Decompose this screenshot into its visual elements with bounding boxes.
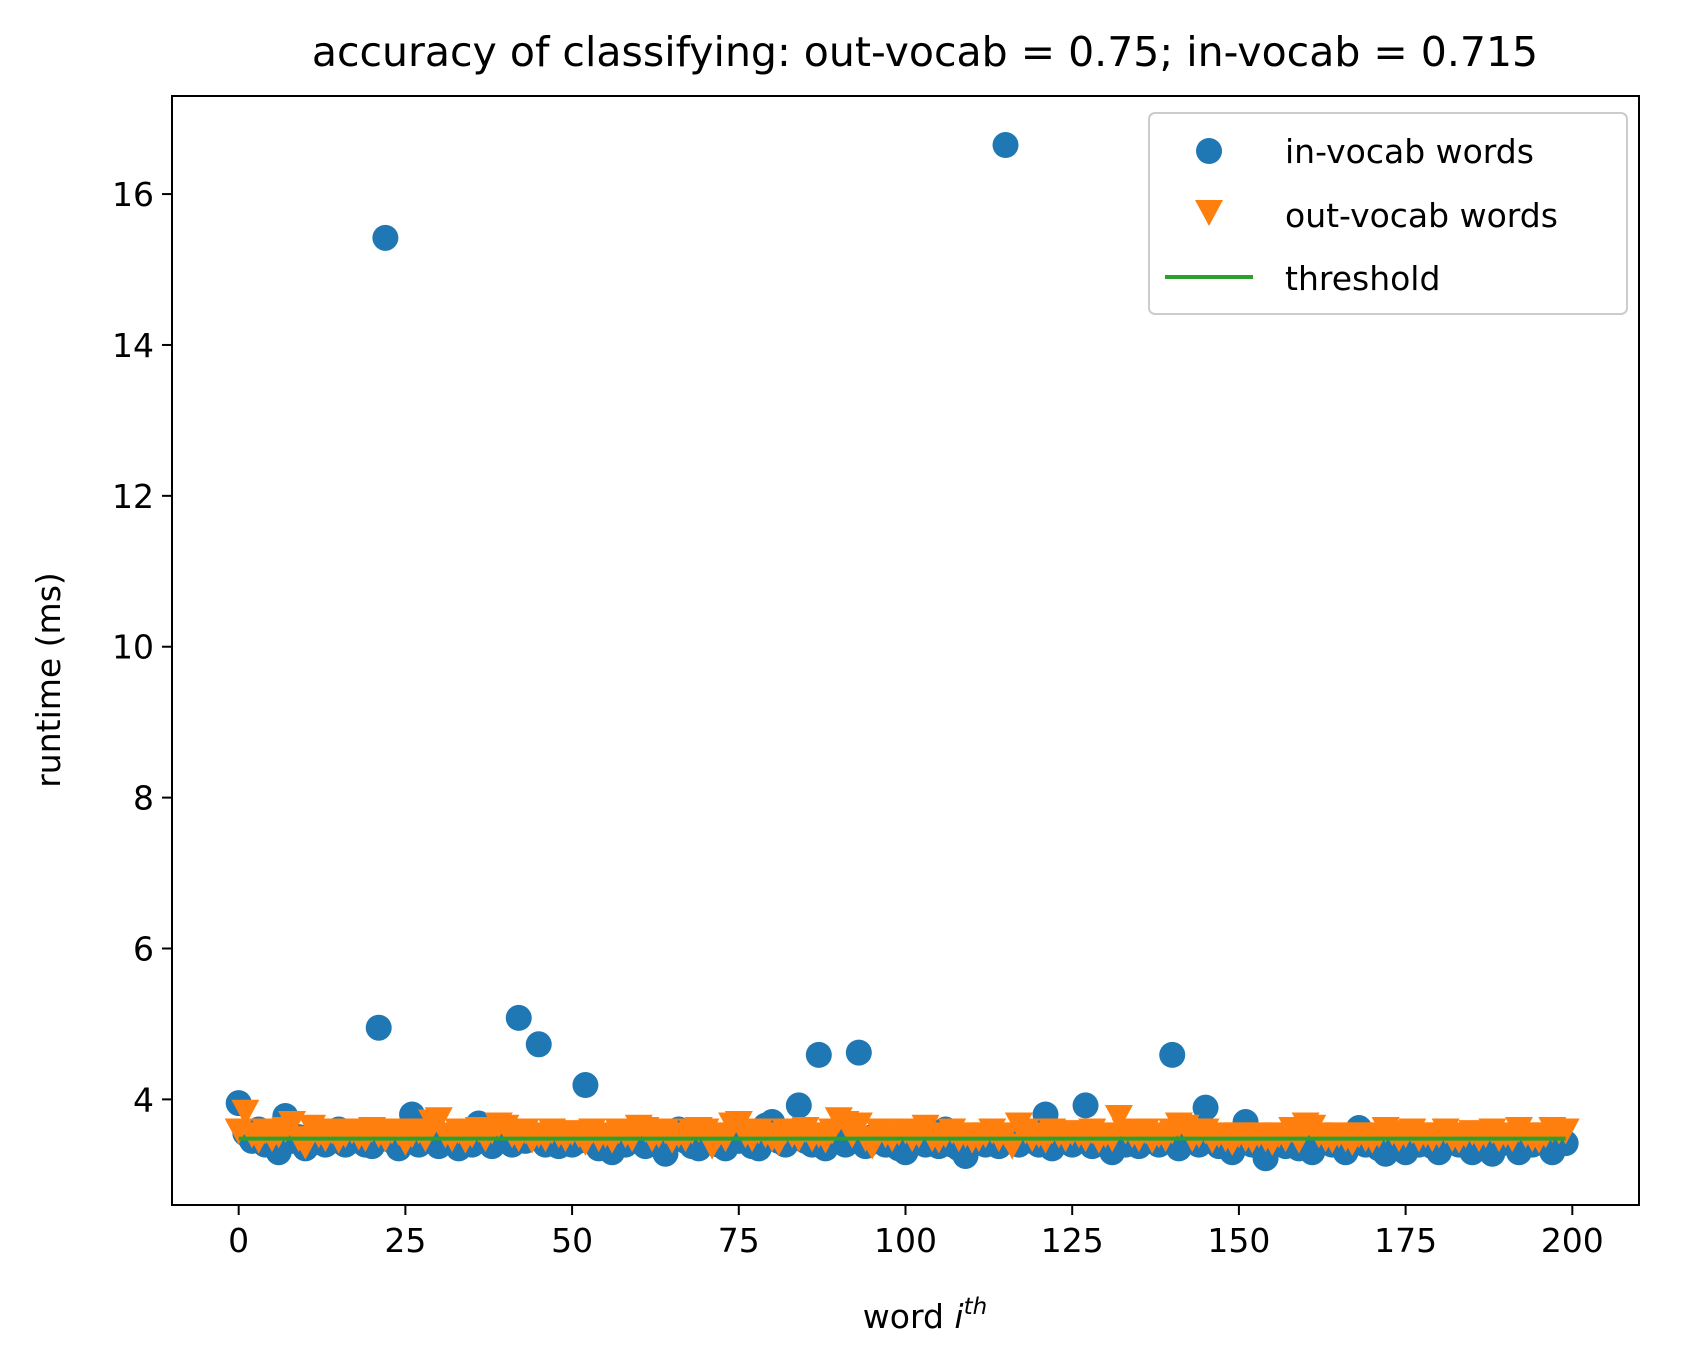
in-vocab-point bbox=[365, 1014, 392, 1041]
y-tick-label: 16 bbox=[112, 175, 154, 214]
out-vocab-point bbox=[1551, 1118, 1580, 1145]
in-vocab-point bbox=[992, 132, 1019, 159]
in-vocab-point bbox=[505, 1004, 532, 1031]
in-vocab-point bbox=[525, 1031, 552, 1058]
x-axis-label-var: i bbox=[954, 1297, 963, 1336]
x-tick-label: 25 bbox=[384, 1221, 426, 1260]
chart-title: accuracy of classifying: out-vocab = 0.7… bbox=[312, 28, 1538, 76]
x-axis: 0 25 50 75 100 125 150 175 200 bbox=[228, 1205, 1604, 1260]
legend-marker-out-vocab bbox=[1195, 200, 1223, 226]
x-tick-label: 100 bbox=[874, 1221, 937, 1260]
in-vocab-point bbox=[805, 1041, 832, 1068]
legend-label-threshold: threshold bbox=[1285, 259, 1440, 298]
x-tick-label: 175 bbox=[1374, 1221, 1437, 1260]
y-tick-label: 8 bbox=[133, 779, 154, 818]
out-vocab-point bbox=[1104, 1104, 1133, 1131]
x-axis-label-sup: th bbox=[964, 1294, 988, 1320]
x-tick-label: 50 bbox=[551, 1221, 593, 1260]
x-axis-label-prefix: word bbox=[863, 1297, 955, 1336]
y-axis-label: runtime (ms) bbox=[29, 572, 68, 788]
out-vocab-point bbox=[231, 1099, 260, 1126]
in-vocab-point bbox=[1072, 1092, 1099, 1119]
y-tick-label: 4 bbox=[133, 1080, 154, 1119]
y-tick-label: 12 bbox=[112, 477, 154, 516]
x-tick-label: 200 bbox=[1541, 1221, 1604, 1260]
out-vocab-point bbox=[278, 1111, 307, 1138]
x-tick-label: 0 bbox=[228, 1221, 249, 1260]
x-axis-label: word ith bbox=[863, 1294, 987, 1336]
in-vocab-point bbox=[1159, 1041, 1186, 1068]
y-tick-label: 14 bbox=[112, 326, 154, 365]
in-vocab-point bbox=[845, 1039, 872, 1066]
y-tick-label: 10 bbox=[112, 628, 154, 667]
legend-marker-in-vocab bbox=[1196, 138, 1222, 164]
legend-label-in-vocab: in-vocab words bbox=[1285, 132, 1534, 171]
legend: in-vocab words out-vocab words threshold bbox=[1148, 112, 1628, 315]
legend-box bbox=[1148, 112, 1628, 315]
y-tick-label: 6 bbox=[133, 929, 154, 968]
out-vocab-point bbox=[424, 1107, 453, 1134]
series-layer bbox=[224, 132, 1580, 1172]
in-vocab-point bbox=[372, 224, 399, 251]
x-tick-label: 150 bbox=[1207, 1221, 1270, 1260]
legend-label-out-vocab: out-vocab words bbox=[1285, 196, 1558, 235]
in-vocab-point bbox=[1192, 1094, 1219, 1121]
in-vocab-point bbox=[572, 1072, 599, 1099]
in-vocab-point bbox=[785, 1092, 812, 1119]
x-tick-label: 75 bbox=[718, 1221, 760, 1260]
y-axis: 4 6 8 10 12 14 16 bbox=[112, 175, 172, 1119]
x-tick-label: 125 bbox=[1041, 1221, 1104, 1260]
